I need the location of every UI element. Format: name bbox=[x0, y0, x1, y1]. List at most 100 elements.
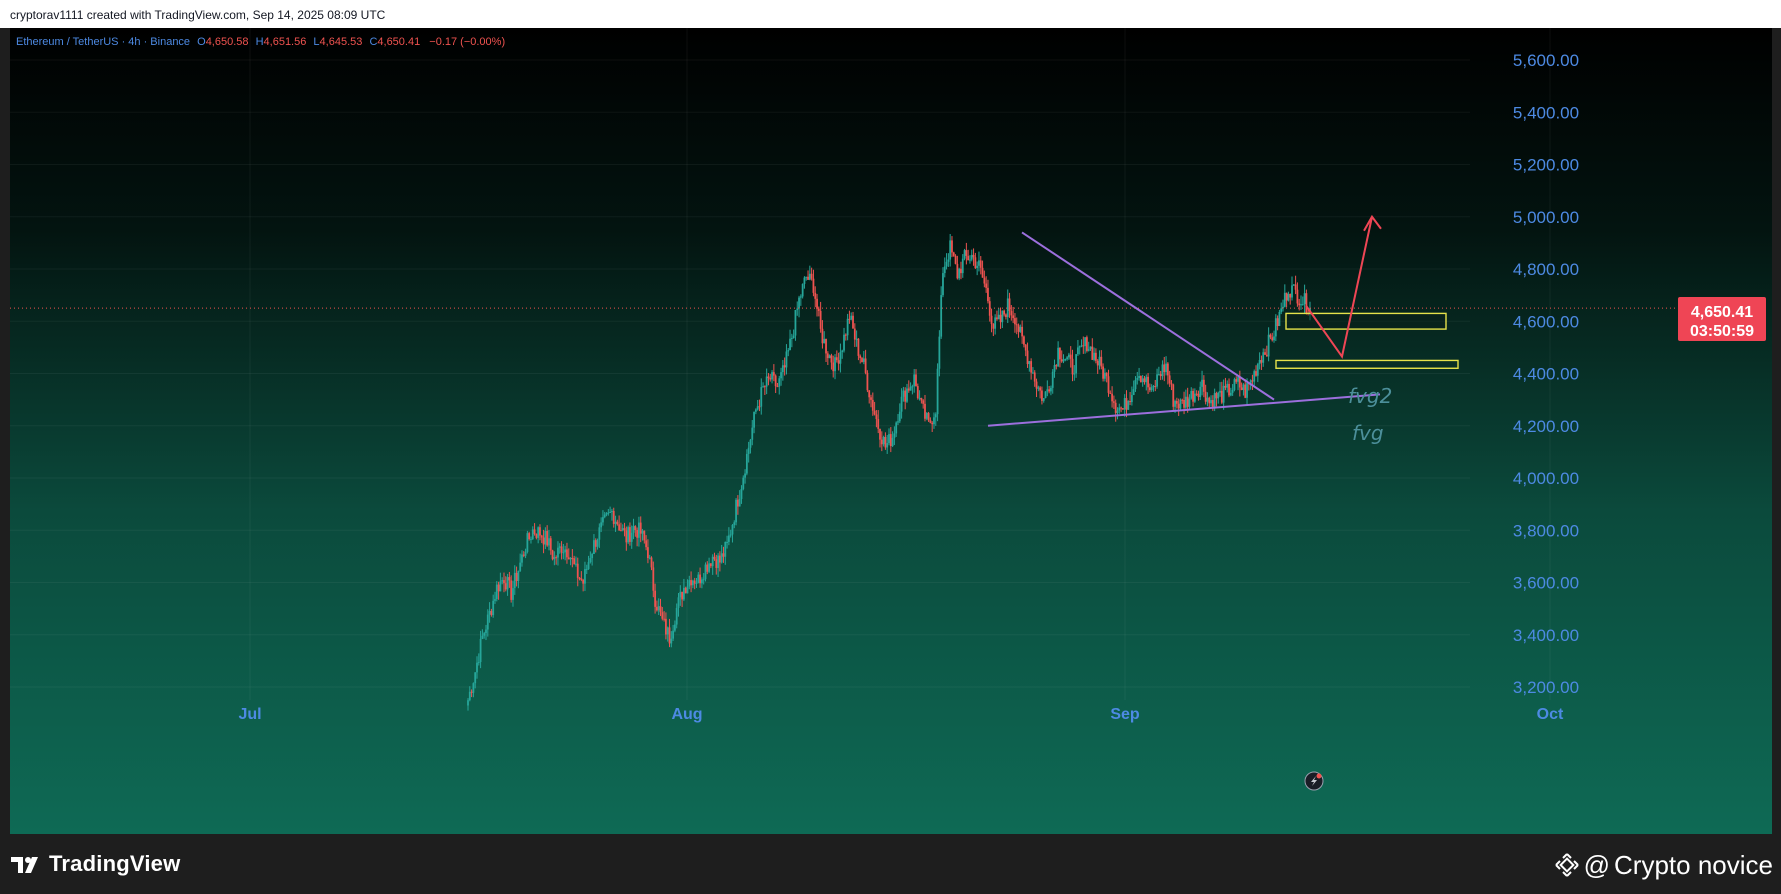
candle-body bbox=[868, 390, 871, 398]
candle-body bbox=[562, 552, 565, 554]
candle-body bbox=[812, 278, 815, 293]
candle-body bbox=[1300, 304, 1302, 306]
candle-body bbox=[909, 386, 912, 391]
candle-body bbox=[1296, 289, 1299, 304]
candle-body bbox=[749, 439, 752, 448]
fvg2-zone[interactable] bbox=[1285, 312, 1447, 330]
chart-area[interactable]: 3,200.00 3,400.00 3,600.00 3,800.00 4,000.00… bbox=[10, 28, 1772, 834]
candle-body bbox=[918, 397, 921, 399]
candle-body bbox=[722, 553, 725, 557]
triangle-upper-line[interactable] bbox=[1021, 231, 1275, 401]
candle-body bbox=[1017, 325, 1020, 332]
candle-body bbox=[922, 400, 925, 404]
lightning-bolt-icon[interactable] bbox=[1304, 771, 1324, 791]
candle-body bbox=[1073, 373, 1076, 375]
candle-body bbox=[740, 488, 743, 499]
candle-body bbox=[1071, 358, 1074, 375]
candle-body bbox=[979, 260, 982, 268]
candle-body bbox=[1105, 372, 1108, 377]
candle-body bbox=[470, 691, 473, 693]
high-label: H bbox=[256, 36, 264, 48]
symbol-name: Ethereum / TetherUS · 4h · Binance bbox=[16, 36, 190, 48]
candle-body bbox=[803, 277, 806, 285]
candle-body bbox=[1201, 379, 1203, 387]
candle-body bbox=[1026, 350, 1029, 365]
candle-body bbox=[837, 360, 840, 364]
candle-body bbox=[774, 375, 777, 387]
candle-body bbox=[974, 257, 977, 269]
candle-body bbox=[1228, 383, 1230, 396]
candle-body bbox=[769, 378, 772, 380]
candle-body bbox=[889, 434, 892, 447]
candle-body bbox=[661, 612, 664, 619]
candle-body bbox=[1229, 392, 1232, 396]
candle-body bbox=[967, 255, 970, 261]
candle-body bbox=[963, 250, 966, 259]
candle-body bbox=[1023, 336, 1025, 345]
candle-body bbox=[1190, 391, 1193, 399]
candle-body bbox=[1019, 326, 1022, 332]
candle-body bbox=[898, 411, 901, 422]
candle-body bbox=[1053, 365, 1056, 372]
fvg-zone[interactable] bbox=[1275, 359, 1459, 369]
candle-body bbox=[492, 600, 495, 616]
candle-body bbox=[1184, 396, 1187, 408]
candle-body bbox=[871, 399, 874, 411]
candle-body bbox=[789, 338, 791, 351]
candle-body bbox=[479, 638, 482, 663]
candle-body bbox=[474, 672, 477, 684]
candle-body bbox=[1055, 365, 1058, 367]
candle-body bbox=[994, 317, 997, 329]
triangle-lower-line[interactable] bbox=[987, 393, 1381, 427]
candle-body bbox=[580, 578, 583, 580]
candle-body bbox=[702, 579, 705, 581]
candle-body bbox=[826, 353, 829, 359]
candle-body bbox=[756, 406, 759, 410]
price-chart[interactable]: 3,200.00 3,400.00 3,600.00 3,800.00 4,000.00… bbox=[10, 28, 1772, 834]
candle-body bbox=[1107, 376, 1110, 393]
candle-body bbox=[666, 627, 669, 635]
candle-body bbox=[1258, 360, 1261, 365]
candle-body bbox=[1262, 352, 1265, 363]
candle-body bbox=[715, 559, 718, 568]
candle-body bbox=[629, 527, 631, 542]
candle-body bbox=[1015, 324, 1018, 326]
candle-body bbox=[524, 551, 527, 556]
candle-body bbox=[1005, 314, 1007, 318]
candle-body bbox=[1129, 401, 1131, 403]
candle-body bbox=[539, 527, 541, 536]
price-axis[interactable]: 3,200.00 3,400.00 3,600.00 3,800.00 4,000.00… bbox=[1513, 51, 1579, 697]
candle-body bbox=[634, 526, 637, 531]
candle-body bbox=[940, 295, 943, 337]
candle-body bbox=[1123, 398, 1126, 410]
candle-body bbox=[943, 266, 946, 274]
candle-body bbox=[819, 310, 822, 329]
candle-body bbox=[945, 261, 948, 267]
candle-body bbox=[1215, 393, 1218, 399]
candle-body bbox=[706, 564, 709, 572]
candle-body bbox=[1086, 337, 1088, 351]
candle-body bbox=[796, 308, 799, 310]
candle-body bbox=[960, 268, 962, 274]
candle-body bbox=[609, 512, 612, 514]
candle-body bbox=[1156, 374, 1158, 387]
candle-body bbox=[1276, 318, 1279, 327]
candle-body bbox=[1082, 345, 1085, 347]
candle-body bbox=[1134, 379, 1137, 390]
candle-body bbox=[700, 579, 703, 584]
candle-body bbox=[614, 521, 617, 524]
candle-body bbox=[1127, 401, 1130, 410]
candle-body bbox=[780, 372, 782, 379]
candle-body bbox=[1222, 385, 1225, 403]
time-axis[interactable]: Jul Aug Sep Oct bbox=[238, 706, 1564, 723]
projection-path[interactable] bbox=[1305, 216, 1373, 359]
candle-body bbox=[801, 284, 804, 297]
candle-body bbox=[611, 510, 613, 513]
last-price-badge: 4,650.41 03:50:59 bbox=[1678, 297, 1766, 341]
candle-body bbox=[1292, 284, 1295, 286]
candle-body bbox=[576, 563, 579, 578]
candle-body bbox=[677, 597, 680, 608]
candle-body bbox=[781, 365, 784, 373]
candle-body bbox=[1116, 410, 1119, 413]
tradingview-logo[interactable]: TradingView bbox=[11, 850, 180, 878]
